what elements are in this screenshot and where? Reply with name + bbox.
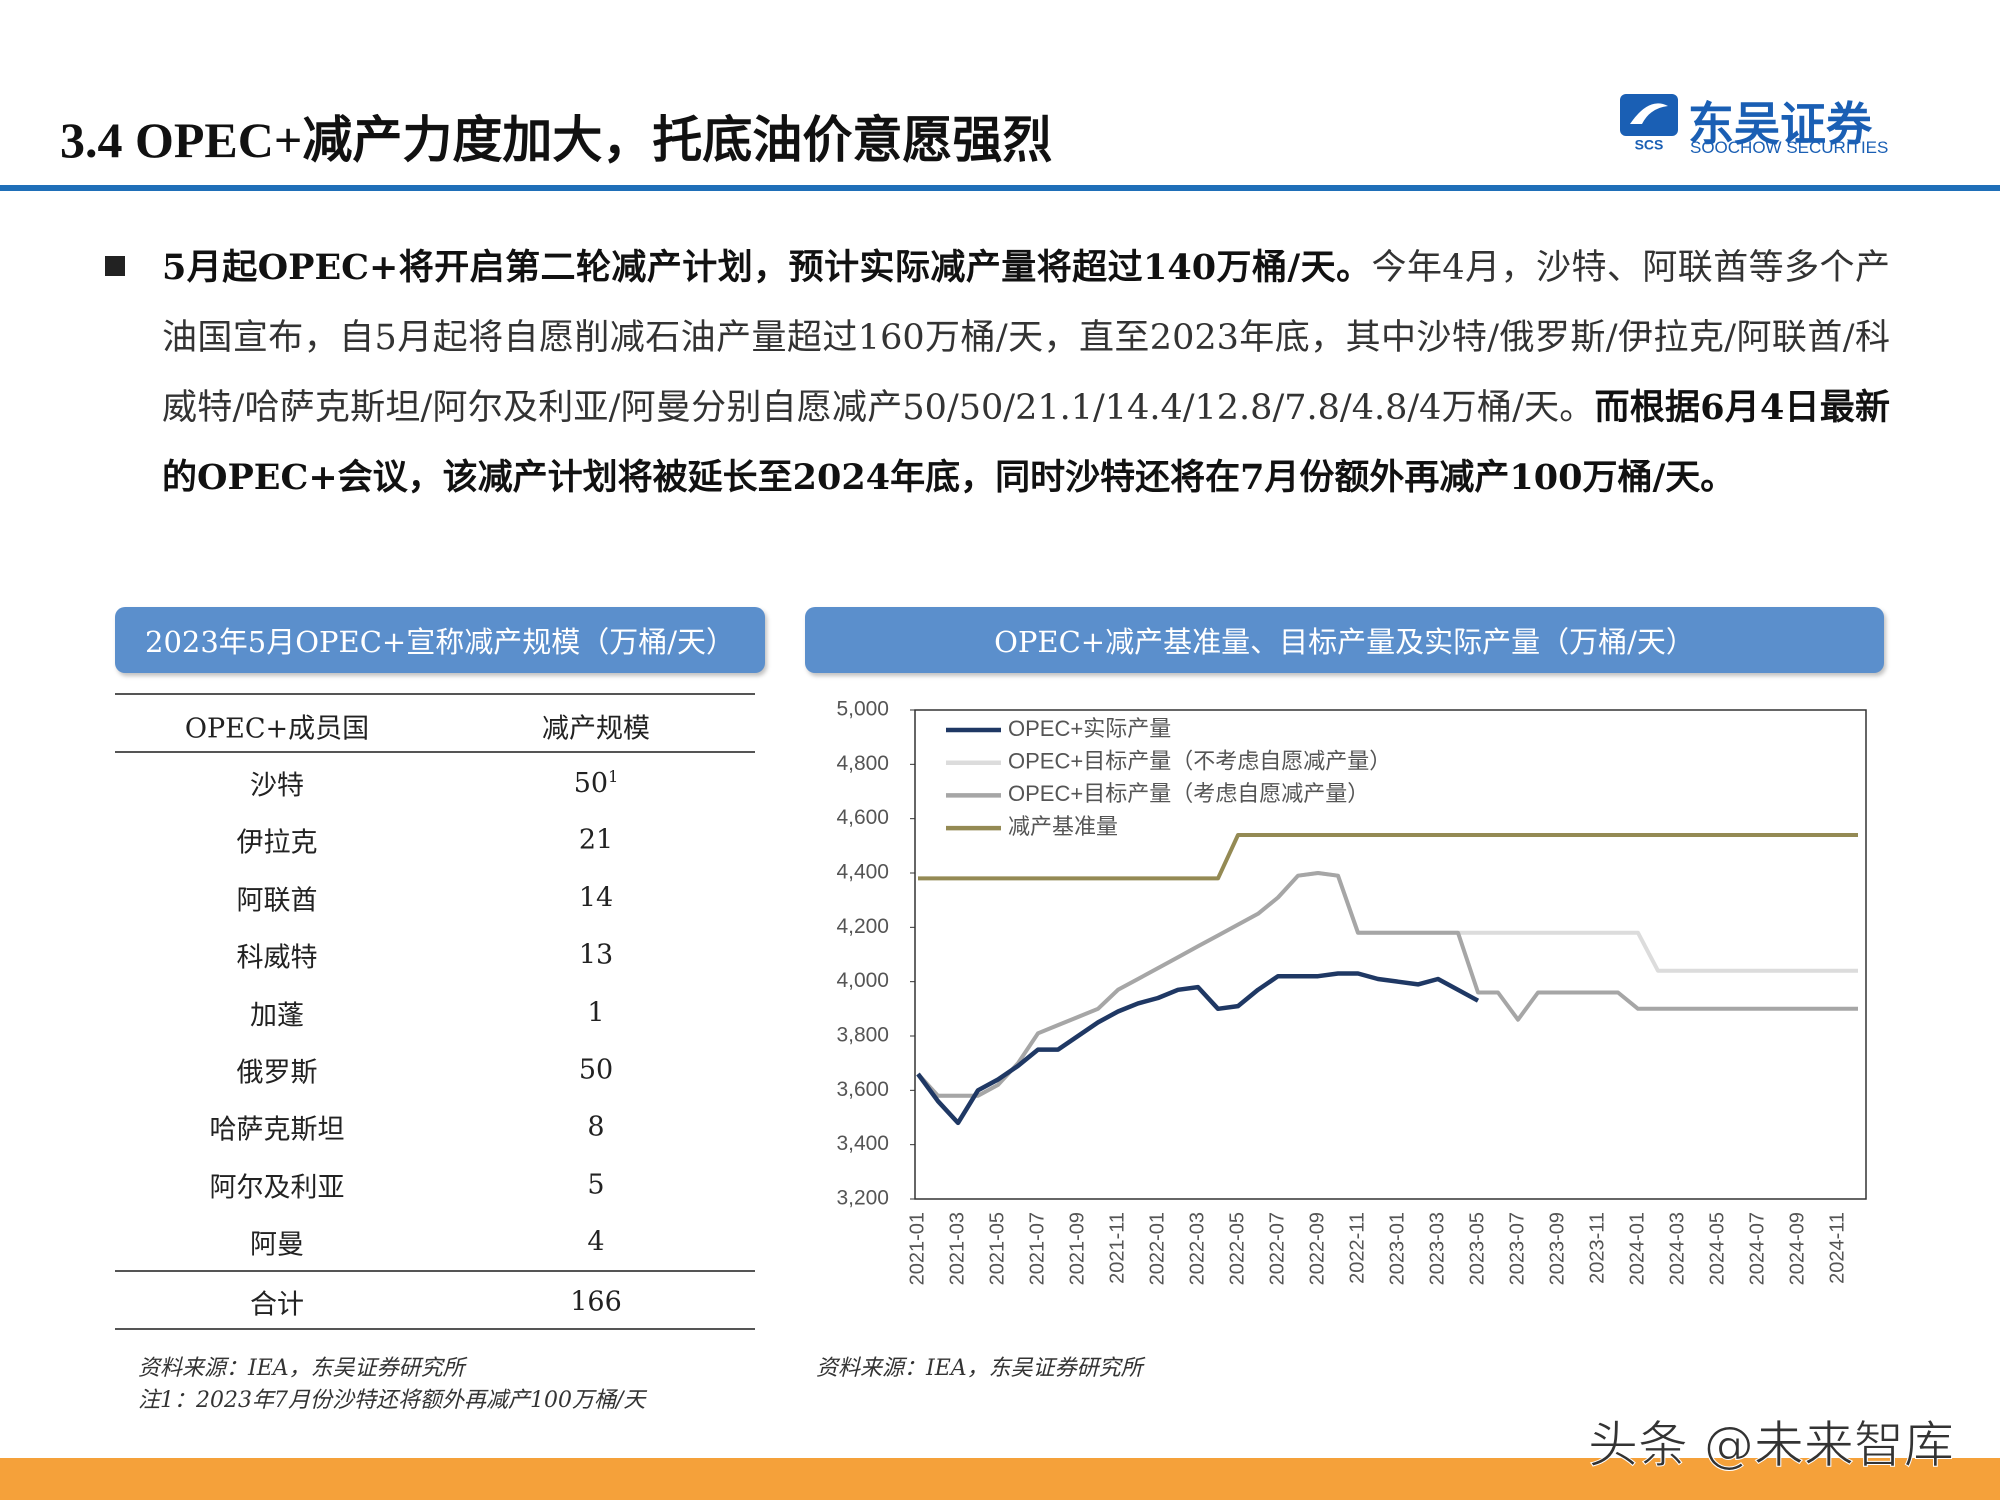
logo-subtitle: SOOCHOW SECURITIES — [1690, 138, 1889, 157]
paragraph-segment: 5月起OPEC+将开启第二轮减产计划，预计实际减产量将超过140万桶/天。 — [162, 247, 1372, 288]
x-tick-label: 2022-09 — [1306, 1212, 1328, 1285]
x-tick-label: 2022-11 — [1346, 1212, 1368, 1284]
logo: SCS — [1620, 94, 1678, 153]
x-tick-label: 2021-11 — [1106, 1212, 1128, 1284]
x-tick-label: 2022-03 — [1186, 1212, 1208, 1285]
paragraph-segment: 而根据6月4日最新的OPEC+会议，该减产计划将被延长至2024年底，同时沙特还… — [162, 387, 1890, 498]
table-title: 2023年5月OPEC+宣称减产规模（万桶/天） — [115, 607, 765, 673]
x-tick-label: 2023-01 — [1386, 1212, 1408, 1285]
paragraph-segment: 今年4月，沙特、阿联酋等多个产油国宣布，自5月起将自愿削减石油产量超过160万桶… — [162, 248, 1890, 428]
table-cell: 加蓬 — [250, 1000, 304, 1032]
footer-bar — [0, 1458, 2000, 1500]
chart-title: OPEC+减产基准量、目标产量及实际产量（万桶/天） — [805, 607, 1884, 673]
x-tick-label: 2024-01 — [1626, 1212, 1648, 1285]
x-tick-label: 2021-09 — [1066, 1212, 1088, 1285]
legend-label: OPEC+实际产量 — [1008, 716, 1171, 741]
table-cell: 阿联酋 — [236, 885, 318, 917]
y-tick-label: 3,800 — [836, 1024, 889, 1047]
table-cell: 伊拉克 — [236, 827, 318, 859]
table-rule — [115, 1328, 755, 1330]
legend-label: 减产基准量 — [1008, 814, 1118, 839]
y-tick-label: 3,400 — [836, 1132, 889, 1155]
table-cell: 合计 — [250, 1289, 304, 1321]
table-cell: 哈萨克斯坦 — [209, 1114, 345, 1146]
logo-icon: SCS — [1620, 94, 1678, 153]
table-cell: 俄罗斯 — [236, 1057, 318, 1089]
chart-source: 资料来源：IEA，东吴证券研究所 — [816, 1356, 1143, 1381]
table-cell: 14 — [578, 882, 614, 914]
table-cell: 21 — [578, 824, 614, 856]
logo-name: 东吴证券 — [1688, 97, 1872, 151]
table-cell: 4 — [587, 1226, 605, 1258]
x-tick-label: 2021-03 — [946, 1212, 968, 1285]
x-tick-label: 2023-07 — [1506, 1212, 1528, 1285]
note-ref: 1 — [608, 767, 619, 786]
x-tick-label: 2023-09 — [1546, 1212, 1568, 1285]
table-cell: 166 — [570, 1286, 622, 1318]
table-cell: 13 — [578, 939, 614, 971]
slide-title: 3.4 OPEC+减产力度加大，托底油价意愿强烈 — [60, 112, 1053, 168]
y-tick-label: 4,000 — [836, 969, 889, 992]
table-header: OPEC+成员国 — [184, 713, 370, 745]
x-tick-label: 2022-01 — [1146, 1212, 1168, 1285]
watermark: 头条 @未来智库 — [1588, 1416, 1955, 1475]
x-tick-label: 2021-05 — [986, 1212, 1008, 1285]
y-tick-label: 4,400 — [836, 861, 889, 884]
plot-frame — [914, 709, 1867, 1200]
table-cell: 5 — [587, 1169, 605, 1201]
series-line — [918, 833, 1858, 881]
table-cell: 科威特 — [236, 942, 318, 974]
x-tick-label: 2024-05 — [1706, 1212, 1728, 1285]
x-tick-label: 2023-11 — [1586, 1212, 1608, 1284]
y-tick-label: 4,800 — [836, 752, 889, 775]
x-tick-label: 2023-03 — [1426, 1212, 1448, 1285]
y-tick-label: 3,600 — [836, 1078, 889, 1101]
series-line — [916, 971, 1480, 1126]
logo-mark: SCS — [1635, 137, 1664, 152]
table-cell: 1 — [587, 997, 605, 1029]
header-rule — [0, 185, 2000, 191]
y-tick-label: 4,600 — [836, 806, 889, 829]
series-line — [916, 871, 1858, 1098]
table-cell: 阿尔及利亚 — [209, 1172, 345, 1204]
table-note: 注1：2023年7月份沙特还将额外再减产100万桶/天 — [138, 1388, 646, 1413]
y-tick-label: 3,200 — [836, 1187, 889, 1210]
legend-label: OPEC+目标产量（考虑自愿减产量） — [1008, 781, 1369, 806]
chart: 3,200 3,400 3,600 3,800 4,000 4,200 4,400 4,600… — [836, 698, 1867, 1285]
x-tick-label: 2024-07 — [1746, 1212, 1768, 1285]
table-cell: 沙特 — [250, 770, 304, 802]
logo-swoosh — [1630, 103, 1668, 124]
legend-label: OPEC+目标产量（不考虑自愿减产量） — [1008, 749, 1391, 774]
table-header: 减产规模 — [542, 713, 650, 745]
table-source: 资料来源：IEA，东吴证券研究所 — [138, 1356, 465, 1381]
x-tick-label: 2021-07 — [1026, 1212, 1048, 1285]
table-cell: 50 — [578, 1054, 614, 1086]
table-cell: 阿曼 — [250, 1229, 304, 1261]
x-tick-label: 2024-03 — [1666, 1212, 1688, 1285]
x-tick-label: 2021-01 — [906, 1212, 928, 1285]
x-tick-label: 2022-05 — [1226, 1212, 1248, 1285]
table-rule — [115, 693, 755, 695]
x-tick-label: 2022-07 — [1266, 1212, 1288, 1285]
table-rule — [115, 1270, 755, 1272]
y-tick-label: 4,200 — [836, 915, 889, 938]
bullet — [105, 256, 125, 276]
table-rule — [115, 751, 755, 753]
y-tick-label: 5,000 — [836, 698, 889, 721]
paragraph: 5月起OPEC+将开启第二轮减产计划，预计实际减产量将超过140万桶/天。今年4… — [162, 233, 1890, 513]
table-cell: 501 — [573, 767, 619, 799]
x-tick-label: 2024-11 — [1826, 1212, 1848, 1284]
x-tick-label: 2024-09 — [1786, 1212, 1808, 1285]
table-cell: 8 — [587, 1111, 605, 1143]
series-line — [916, 871, 1858, 1098]
x-tick-label: 2023-05 — [1466, 1212, 1488, 1285]
